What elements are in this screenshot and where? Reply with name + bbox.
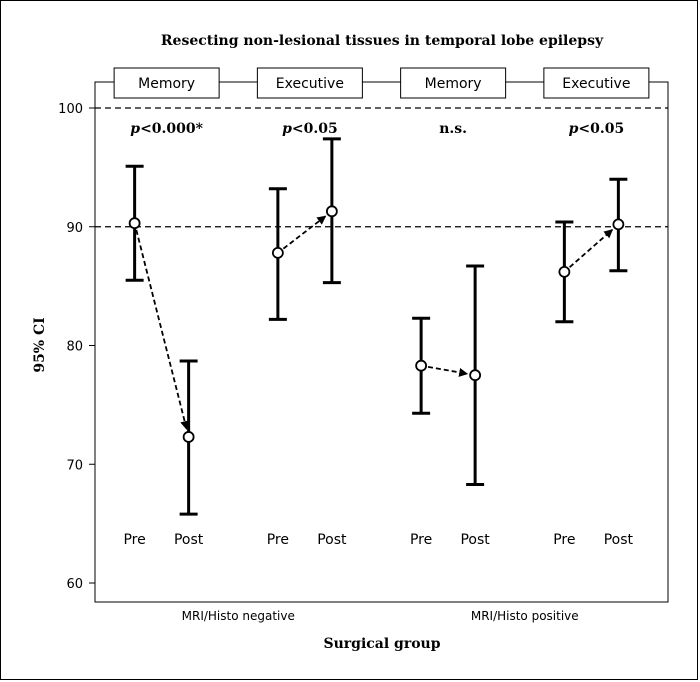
condition-label: Post bbox=[604, 532, 634, 548]
change-arrow bbox=[427, 366, 469, 377]
mean-point bbox=[325, 205, 338, 218]
panel-header-label: Memory bbox=[138, 76, 195, 92]
mean-point bbox=[128, 217, 141, 230]
p-value-prefix: p bbox=[130, 121, 140, 137]
mean-point bbox=[558, 265, 571, 278]
y-axis: 60 70 80 90 100 bbox=[58, 102, 95, 592]
panel-header-box bbox=[543, 67, 650, 99]
y-axis-label: 95% CI bbox=[32, 317, 48, 372]
change-arrow bbox=[569, 228, 614, 268]
p-value-label: p<0.05 bbox=[282, 121, 338, 137]
p-value-prefix: p bbox=[282, 121, 292, 137]
condition-label: Post bbox=[174, 532, 204, 548]
group-label: MRI/Histo negative bbox=[182, 609, 295, 623]
y-tick-label: 90 bbox=[66, 221, 83, 236]
p-value-text: <0.05 bbox=[578, 121, 624, 137]
reference-lines bbox=[95, 107, 668, 228]
p-value-text: <0.05 bbox=[292, 121, 338, 137]
mean-point bbox=[469, 369, 482, 382]
y-tick-label: 80 bbox=[66, 340, 83, 355]
p-value-label: p<0.05 bbox=[569, 121, 625, 137]
data-marks: Pre Post Pre Post Pre Post Pre Post bbox=[123, 137, 634, 548]
condition-label: Pre bbox=[410, 532, 432, 548]
p-value-text: <0.000* bbox=[140, 121, 204, 137]
change-arrow bbox=[135, 229, 190, 431]
p-value-label: p<0.000* bbox=[130, 121, 203, 137]
condition-label: Pre bbox=[267, 532, 289, 548]
condition-label: Pre bbox=[123, 532, 145, 548]
panel-header-box bbox=[113, 67, 220, 99]
panel-labels: Memoryp<0.000*Executivep<0.05Memoryn.s.E… bbox=[113, 67, 650, 137]
p-value-text: n.s. bbox=[439, 121, 467, 137]
panel-header-box bbox=[256, 67, 363, 99]
mean-point bbox=[271, 246, 284, 259]
condition-label: Post bbox=[460, 532, 490, 548]
panel-header-box bbox=[400, 67, 507, 99]
y-tick-label: 60 bbox=[66, 577, 83, 592]
panel-header-label: Executive bbox=[276, 76, 344, 92]
mean-point bbox=[415, 359, 428, 372]
x-axis-label: Surgical group bbox=[323, 636, 440, 652]
p-value-label: n.s. bbox=[439, 121, 467, 137]
condition-label: Pre bbox=[553, 532, 575, 548]
panel-header-label: Memory bbox=[425, 76, 482, 92]
group-labels: MRI/Histo negative MRI/Histo positive bbox=[182, 609, 579, 623]
plot-area bbox=[94, 81, 669, 603]
change-arrow bbox=[282, 215, 327, 250]
p-value-prefix: p bbox=[569, 121, 579, 137]
panel-header-label: Executive bbox=[562, 76, 630, 92]
y-tick-label: 70 bbox=[66, 458, 83, 473]
group-label: MRI/Histo positive bbox=[471, 609, 579, 623]
mean-point bbox=[612, 218, 625, 231]
condition-label: Post bbox=[317, 532, 347, 548]
mean-point bbox=[182, 431, 195, 443]
chart-title: Resecting non-lesional tissues in tempor… bbox=[161, 33, 604, 49]
y-tick-label: 100 bbox=[58, 102, 83, 117]
